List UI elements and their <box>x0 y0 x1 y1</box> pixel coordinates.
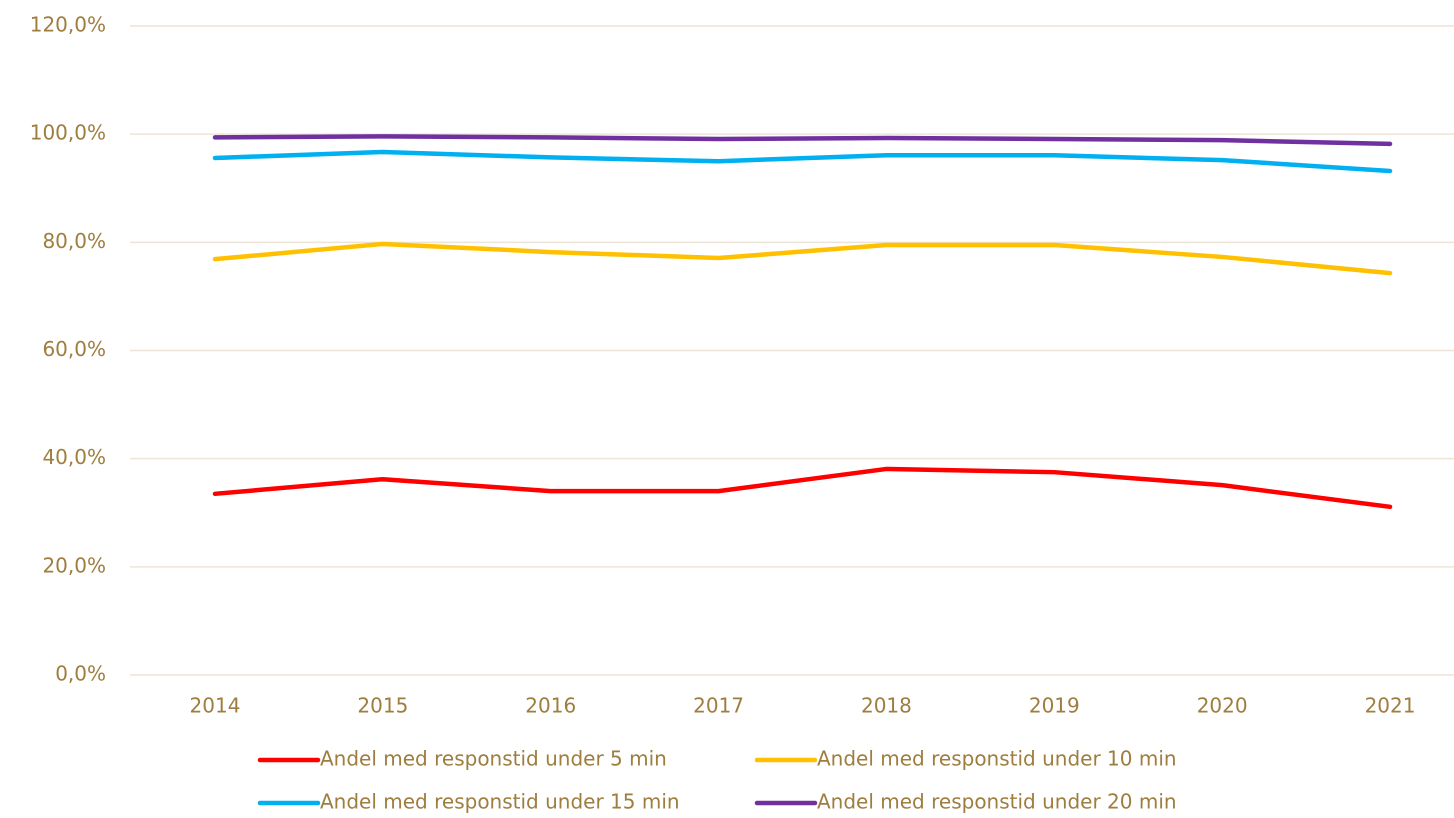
series-line <box>212 241 1393 276</box>
series-line <box>212 149 1393 174</box>
legend-label: Andel med responstid under 10 min <box>817 747 1177 771</box>
y-tick-label: 40,0% <box>42 445 106 469</box>
x-tick-label: 2019 <box>1029 694 1080 718</box>
y-tick-label: 100,0% <box>30 121 106 145</box>
x-tick-label: 2021 <box>1365 694 1416 718</box>
series-line <box>212 134 1393 147</box>
x-tick-label: 2017 <box>693 694 744 718</box>
legend-label: Andel med responstid under 5 min <box>320 747 667 771</box>
x-tick-label: 2016 <box>525 694 576 718</box>
legend-label: Andel med responstid under 15 min <box>320 790 680 814</box>
y-tick-label: 120,0% <box>30 13 106 37</box>
x-tick-label: 2015 <box>357 694 408 718</box>
series-line <box>212 466 1393 510</box>
y-tick-label: 0,0% <box>55 662 106 686</box>
legend-label: Andel med responstid under 20 min <box>817 790 1177 814</box>
x-tick-label: 2014 <box>190 694 241 718</box>
y-tick-label: 80,0% <box>42 229 106 253</box>
y-tick-label: 60,0% <box>42 337 106 361</box>
x-tick-label: 2018 <box>861 694 912 718</box>
x-tick-label: 2020 <box>1197 694 1248 718</box>
y-tick-label: 20,0% <box>42 553 106 577</box>
